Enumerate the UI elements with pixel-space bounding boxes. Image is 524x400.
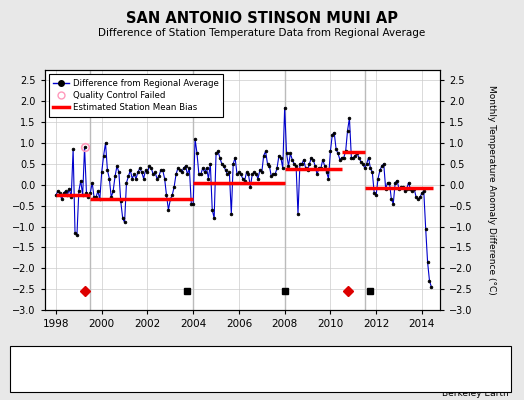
Text: Time of Obs. Change: Time of Obs. Change <box>261 367 355 376</box>
Text: ▲: ▲ <box>138 366 145 376</box>
Text: ▼: ▼ <box>250 366 258 376</box>
Text: SAN ANTONIO STINSON MUNI AP: SAN ANTONIO STINSON MUNI AP <box>126 11 398 26</box>
Text: Station Move: Station Move <box>36 367 95 376</box>
Text: Empirical Break: Empirical Break <box>395 367 466 376</box>
Legend: Difference from Regional Average, Quality Control Failed, Estimated Station Mean: Difference from Regional Average, Qualit… <box>49 74 223 117</box>
Text: Berkeley Earth: Berkeley Earth <box>442 389 508 398</box>
Text: ◆: ◆ <box>25 366 33 376</box>
Text: Record Gap: Record Gap <box>148 367 201 376</box>
Text: Difference of Station Temperature Data from Regional Average: Difference of Station Temperature Data f… <box>99 28 425 38</box>
Text: ■: ■ <box>383 366 392 376</box>
Y-axis label: Monthly Temperature Anomaly Difference (°C): Monthly Temperature Anomaly Difference (… <box>487 85 496 295</box>
